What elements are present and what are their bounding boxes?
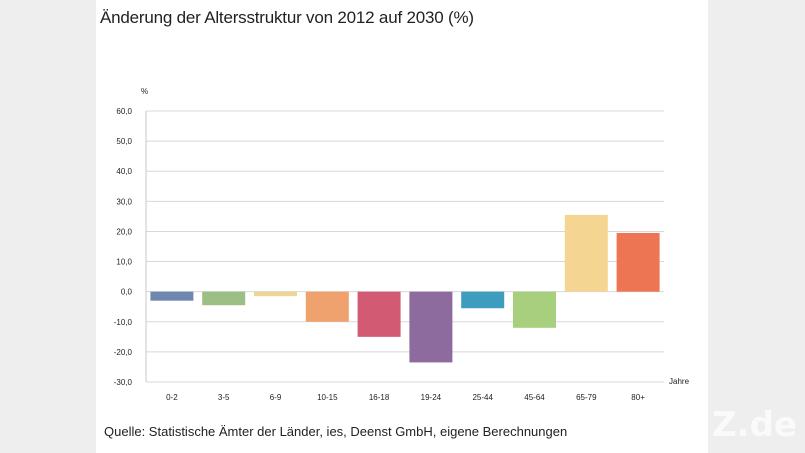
y-tick-label: -20,0 — [114, 348, 133, 357]
bar-16-18 — [357, 291, 401, 337]
x-tick-label: 6-9 — [270, 393, 282, 402]
bar-6-9 — [254, 291, 297, 297]
bar-0-2 — [150, 291, 194, 301]
x-tick-label: 45-64 — [524, 393, 545, 402]
y-tick-label: 0,0 — [121, 288, 133, 297]
source-note: Quelle: Statistische Ämter der Länder, i… — [104, 424, 568, 439]
gridlines — [145, 110, 664, 383]
x-axis-ticks: 0-2 3-5 6-9 10-15 16-18 19-24 25-44 45-64 65-79 8… — [166, 393, 645, 402]
x-tick-label: 0-2 — [166, 393, 178, 402]
bar-65-79 — [564, 214, 608, 292]
y-unit-label: % — [141, 87, 148, 96]
y-tick-label: 60,0 — [116, 107, 132, 116]
x-tick-label: 65-79 — [576, 393, 597, 402]
y-tick-label: -10,0 — [114, 318, 133, 327]
y-tick-label: -30,0 — [114, 378, 133, 387]
x-tick-label: 80+ — [631, 393, 645, 402]
bar-19-24 — [409, 291, 453, 363]
x-axis-label: Jahre — [669, 377, 690, 386]
y-tick-label: 50,0 — [116, 137, 132, 146]
y-tick-label: 20,0 — [116, 227, 132, 236]
x-tick-label: 16-18 — [369, 393, 390, 402]
bars — [150, 214, 660, 363]
y-tick-label: 30,0 — [116, 197, 132, 206]
bar-25-44 — [461, 291, 505, 309]
bar-3-5 — [202, 291, 246, 306]
x-tick-label: 3-5 — [218, 393, 230, 402]
bar-10-15 — [305, 291, 349, 322]
x-tick-label: 10-15 — [317, 393, 338, 402]
bar-45-64 — [513, 291, 556, 328]
y-axis-ticks: 60,0 50,0 40,0 30,0 20,0 10,0 0,0 -10,0 -20,0 -30… — [114, 107, 133, 387]
watermark-logo: Z.de — [712, 405, 797, 445]
x-tick-label: 19-24 — [421, 393, 442, 402]
y-tick-label: 10,0 — [116, 258, 132, 267]
x-tick-label: 25-44 — [472, 393, 493, 402]
y-tick-label: 40,0 — [116, 167, 132, 176]
bar-80+ — [616, 232, 660, 292]
chart-title: Änderung der Altersstruktur von 2012 auf… — [100, 8, 474, 27]
